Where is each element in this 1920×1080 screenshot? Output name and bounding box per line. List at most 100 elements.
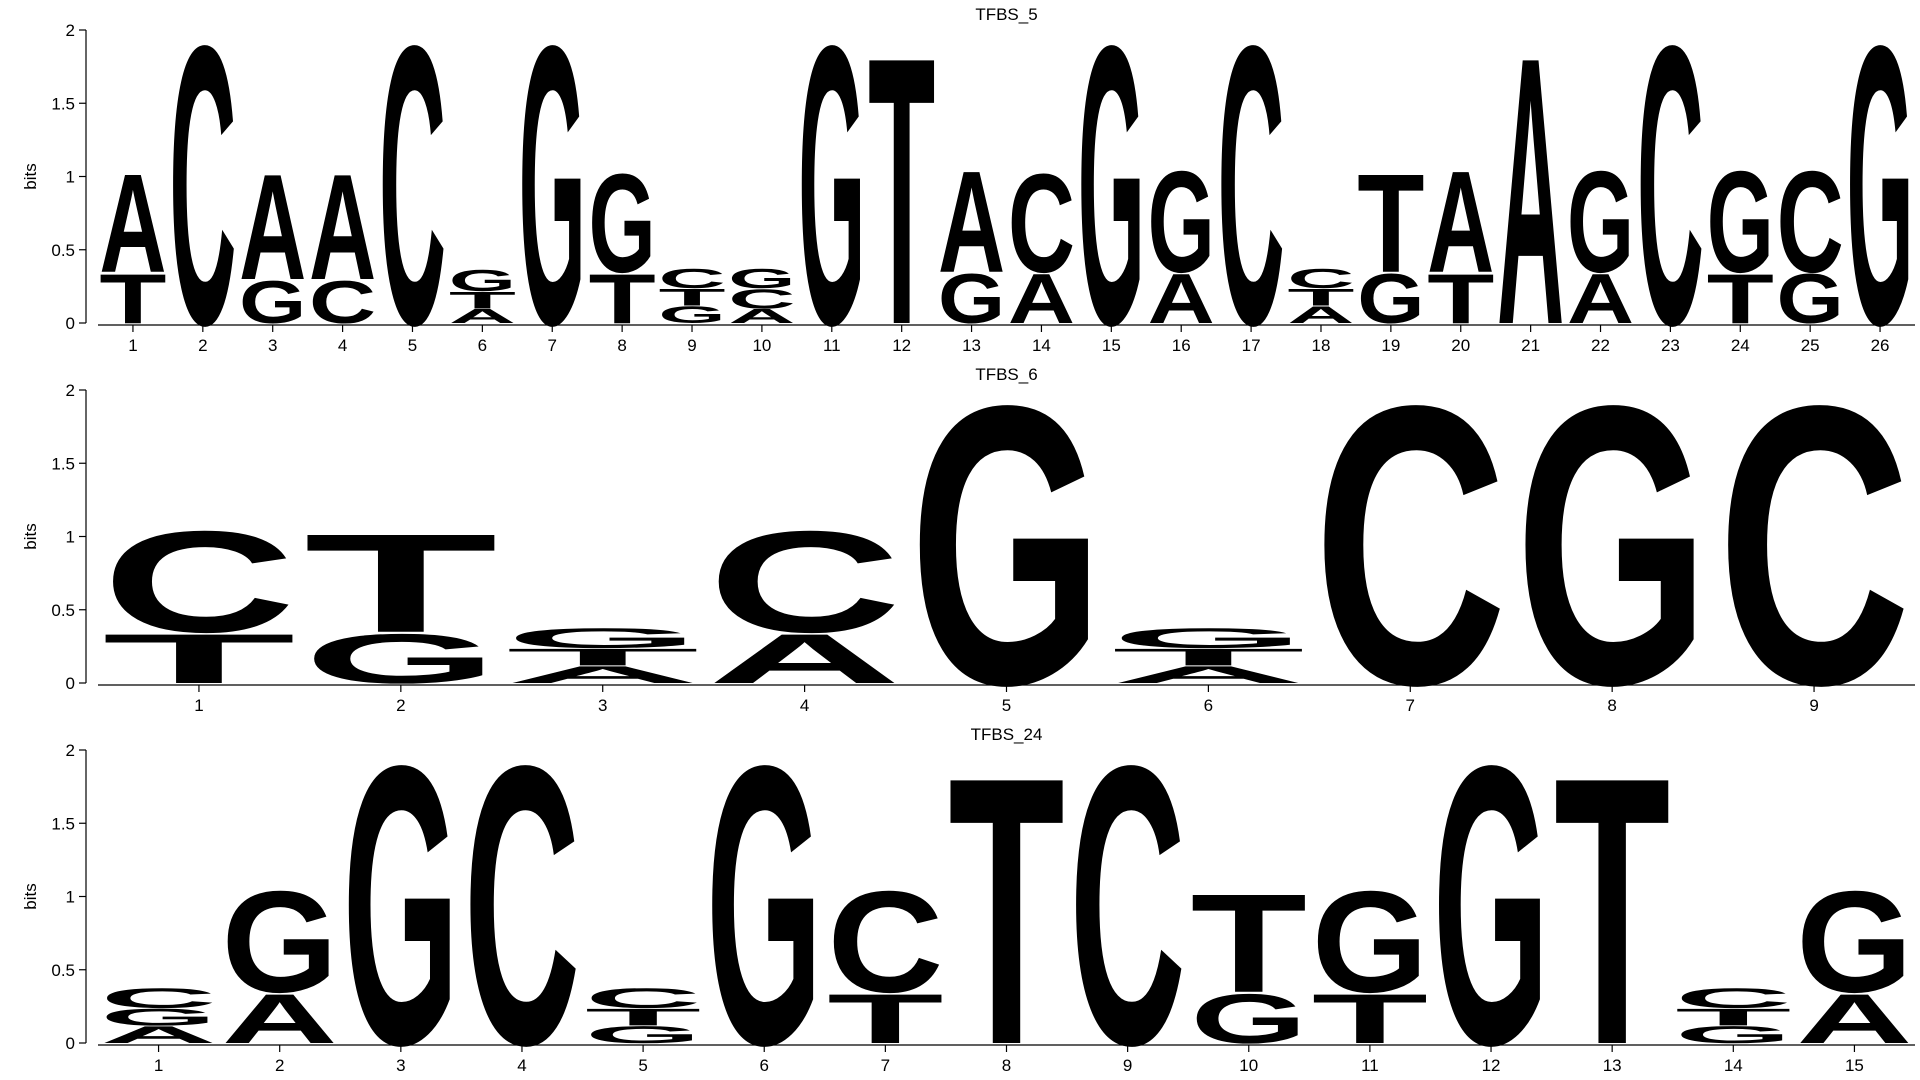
logo-letter: G [1847, 0, 1914, 408]
x-tick-label: 8 [617, 336, 626, 355]
logo-letter: A [506, 661, 700, 688]
logo-letter: T [1287, 284, 1354, 311]
logo-letter: G [1312, 861, 1428, 1023]
chart-title: TFBS_5 [975, 5, 1037, 24]
logo-letter: G [1078, 0, 1145, 408]
y-tick-label: 2 [66, 741, 75, 760]
logo-letter: G [304, 620, 498, 698]
y-tick-label: 0 [66, 314, 75, 333]
logo-letter: T [102, 620, 296, 698]
y-tick-label: 2 [66, 21, 75, 40]
logo-letter: T [868, 0, 935, 405]
x-tick-label: 6 [759, 1056, 768, 1075]
logo-letter: A [728, 305, 795, 327]
logo-letter: T [827, 980, 943, 1058]
x-tick-label: 20 [1451, 336, 1470, 355]
logo-letter: G [100, 1004, 216, 1031]
logo-letter: A [1008, 260, 1075, 338]
logo-letter: C [1675, 983, 1791, 1014]
logo-letter: A [1796, 980, 1912, 1058]
x-tick-label: 13 [1603, 1056, 1622, 1075]
logo-letter: T [1707, 260, 1774, 338]
x-tick-label: 5 [638, 1056, 647, 1075]
logo-letter: A [99, 145, 166, 302]
logo-letter: G [343, 684, 459, 1080]
logo-letter: T [589, 260, 656, 338]
logo-letter: C [1777, 141, 1844, 303]
logo-letter: G [449, 263, 516, 297]
y-axis-label: bits [21, 523, 40, 549]
y-tick-label: 1 [66, 168, 75, 187]
logo-letter: A [1567, 260, 1634, 338]
logo-letter: G [1191, 980, 1307, 1058]
logo-letter: T [449, 287, 516, 314]
logo-letter: T [658, 284, 725, 311]
logo-letter: G [1515, 324, 1709, 768]
logo-letter: C [1008, 145, 1075, 302]
x-tick-label: 22 [1591, 336, 1610, 355]
x-tick-label: 5 [408, 336, 417, 355]
logo-letter: T [304, 505, 498, 662]
logo-letter: C [379, 0, 446, 408]
x-tick-label: 8 [1607, 696, 1616, 715]
logo-letter: C [1717, 324, 1911, 768]
logo-letter: G [728, 263, 795, 294]
logo-letter: C [309, 269, 376, 336]
logo-letter: G [589, 145, 656, 302]
logo-letter: C [1287, 263, 1354, 294]
x-tick-label: 7 [881, 1056, 890, 1075]
x-tick-label: 3 [598, 696, 607, 715]
x-tick-label: 4 [517, 1056, 526, 1075]
x-tick-label: 1 [128, 336, 137, 355]
y-tick-label: 1.5 [51, 454, 75, 473]
x-tick-label: 3 [396, 1056, 405, 1075]
y-tick-label: 2 [66, 381, 75, 400]
logo-letter: A [222, 980, 338, 1058]
y-tick-label: 1 [66, 888, 75, 907]
logo-letter: G [1433, 684, 1549, 1080]
logo-letter: A [100, 1021, 216, 1048]
x-tick-label: 18 [1312, 336, 1331, 355]
logo-letter: G [938, 260, 1005, 338]
x-tick-label: 1 [194, 696, 203, 715]
x-tick-label: 16 [1172, 336, 1191, 355]
logo-letter: T [1675, 1004, 1791, 1031]
logo-letter: G [1675, 1021, 1791, 1048]
logo-letter: C [585, 983, 701, 1014]
y-tick-label: 0.5 [51, 241, 75, 260]
logo-letter: C [169, 0, 236, 408]
logo-letter: A [1497, 0, 1564, 405]
x-tick-label: 26 [1871, 336, 1890, 355]
logo-letter: G [910, 324, 1104, 768]
x-tick-label: 14 [1032, 336, 1051, 355]
y-tick-label: 0.5 [51, 961, 75, 980]
logo-letter: C [658, 263, 725, 294]
logo-letter: C [1218, 0, 1285, 408]
logo-letter: C [1313, 324, 1507, 768]
logo-letter: C [464, 684, 580, 1080]
x-tick-label: 12 [1482, 1056, 1501, 1075]
logo-letter: T [948, 698, 1064, 1080]
logo-letter: A [309, 144, 376, 313]
x-tick-label: 2 [198, 336, 207, 355]
logo-letter: G [1111, 623, 1305, 654]
logo-letter: T [1427, 260, 1494, 338]
x-tick-label: 2 [275, 1056, 284, 1075]
logo-letter: G [798, 0, 865, 408]
logo-letter: T [585, 1004, 701, 1031]
logo-letter: G [658, 301, 725, 328]
y-tick-label: 0 [66, 1034, 75, 1053]
y-tick-label: 1 [66, 528, 75, 547]
logo-letter: C [100, 983, 216, 1014]
logo-letter: G [1707, 141, 1774, 303]
x-tick-label: 24 [1731, 336, 1750, 355]
x-tick-label: 9 [687, 336, 696, 355]
logo-letter: G [1148, 141, 1215, 303]
logo-letter: C [1069, 684, 1185, 1080]
x-tick-label: 7 [1406, 696, 1415, 715]
logo-letter: G [519, 0, 586, 408]
logo-letter: G [1567, 141, 1634, 303]
x-tick-label: 15 [1845, 1056, 1864, 1075]
x-tick-label: 9 [1123, 1056, 1132, 1075]
logo-letter: G [1796, 861, 1912, 1023]
